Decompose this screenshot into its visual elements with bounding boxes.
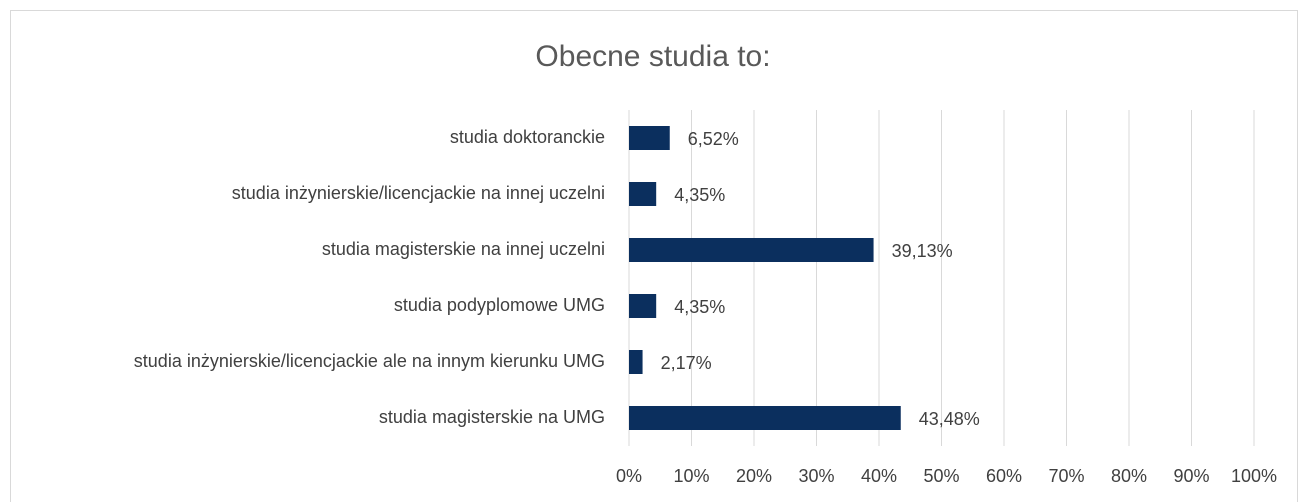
y-tick-label: studia inżynierskie/licencjackie ale na … bbox=[134, 351, 605, 371]
bar bbox=[629, 294, 657, 318]
x-tick-label: 90% bbox=[1173, 466, 1209, 486]
y-tick-label: studia doktoranckie bbox=[450, 127, 605, 147]
data-label: 39,13% bbox=[892, 241, 953, 261]
bar bbox=[629, 406, 901, 430]
data-label: 43,48% bbox=[919, 409, 980, 429]
data-label: 4,35% bbox=[674, 185, 725, 205]
bar bbox=[629, 238, 874, 262]
bar bbox=[629, 126, 670, 150]
x-tick-label: 50% bbox=[923, 466, 959, 486]
x-tick-label: 80% bbox=[1111, 466, 1147, 486]
x-tick-label: 10% bbox=[673, 466, 709, 486]
data-label: 2,17% bbox=[661, 353, 712, 373]
y-tick-label: studia magisterskie na innej uczelni bbox=[322, 239, 605, 259]
data-label: 4,35% bbox=[674, 297, 725, 317]
x-tick-label: 40% bbox=[861, 466, 897, 486]
data-label: 6,52% bbox=[688, 129, 739, 149]
x-tick-label: 30% bbox=[798, 466, 834, 486]
bar bbox=[629, 182, 657, 206]
x-tick-label: 60% bbox=[986, 466, 1022, 486]
x-tick-label: 0% bbox=[616, 466, 642, 486]
chart-title: Obecne studia to: bbox=[535, 40, 770, 73]
y-tick-label: studia inżynierskie/licencjackie na inne… bbox=[232, 183, 605, 203]
bar bbox=[629, 350, 643, 374]
x-tick-label: 20% bbox=[736, 466, 772, 486]
x-tick-label: 70% bbox=[1048, 466, 1084, 486]
y-tick-label: studia magisterskie na UMG bbox=[379, 407, 605, 427]
x-tick-label: 100% bbox=[1231, 466, 1277, 486]
y-tick-label: studia podyplomowe UMG bbox=[394, 295, 605, 315]
